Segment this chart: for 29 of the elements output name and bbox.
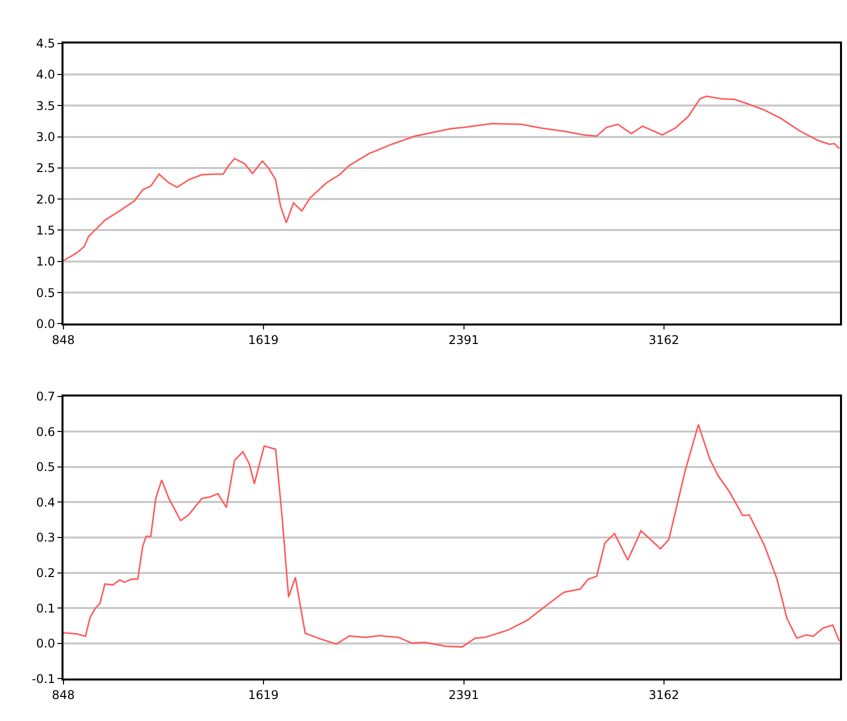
y-tick-label: 0.0	[36, 636, 56, 651]
y-tick-label: 0.5	[36, 460, 56, 474]
y-tick-label: 2.5	[36, 161, 56, 176]
y-tick-label: 4.0	[36, 68, 56, 82]
x-tick-label: 2391	[448, 332, 480, 347]
x-tick-label: 848	[52, 332, 75, 347]
y-tick-label: -0.1	[32, 672, 56, 686]
y-tick-label: 3.5	[36, 98, 56, 113]
x-tick-label: 3162	[648, 688, 680, 702]
y-tick-label: 0.5	[36, 286, 56, 300]
y-tick-label: 4.5	[36, 36, 56, 50]
x-tick-label: 848	[52, 688, 75, 702]
y-tick-label: 1.5	[36, 223, 56, 238]
y-tick-label: 0.2	[36, 566, 56, 580]
x-tick-label: 3162	[648, 332, 680, 347]
line-series	[63, 96, 840, 262]
y-tick-label: 0.6	[36, 424, 56, 439]
y-tick-label: 0.7	[36, 389, 56, 404]
line-series	[63, 424, 840, 648]
y-tick-label: 3.0	[36, 130, 56, 144]
y-tick-label: 0.1	[36, 601, 56, 616]
y-tick-label: 0.4	[36, 495, 56, 510]
y-tick-label: 0.3	[36, 530, 56, 545]
x-tick-label: 2391	[448, 688, 480, 702]
x-tick-label: 1619	[248, 332, 279, 347]
y-tick-label: 1.0	[36, 254, 56, 269]
y-tick-label: 0.0	[36, 316, 56, 331]
y-tick-label: 2.0	[36, 192, 56, 206]
x-tick-label: 1619	[248, 688, 279, 702]
